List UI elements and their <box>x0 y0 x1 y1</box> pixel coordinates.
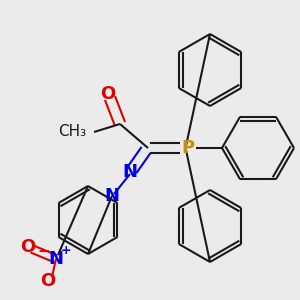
Text: +: + <box>61 244 71 257</box>
Text: N: N <box>104 187 119 205</box>
Text: O: O <box>100 85 116 103</box>
Text: N: N <box>122 163 137 181</box>
Text: CH₃: CH₃ <box>58 124 86 140</box>
Text: −: − <box>38 244 50 259</box>
Text: N: N <box>49 250 64 268</box>
Text: P: P <box>182 139 195 157</box>
Text: O: O <box>40 272 56 290</box>
Text: O: O <box>20 238 36 256</box>
